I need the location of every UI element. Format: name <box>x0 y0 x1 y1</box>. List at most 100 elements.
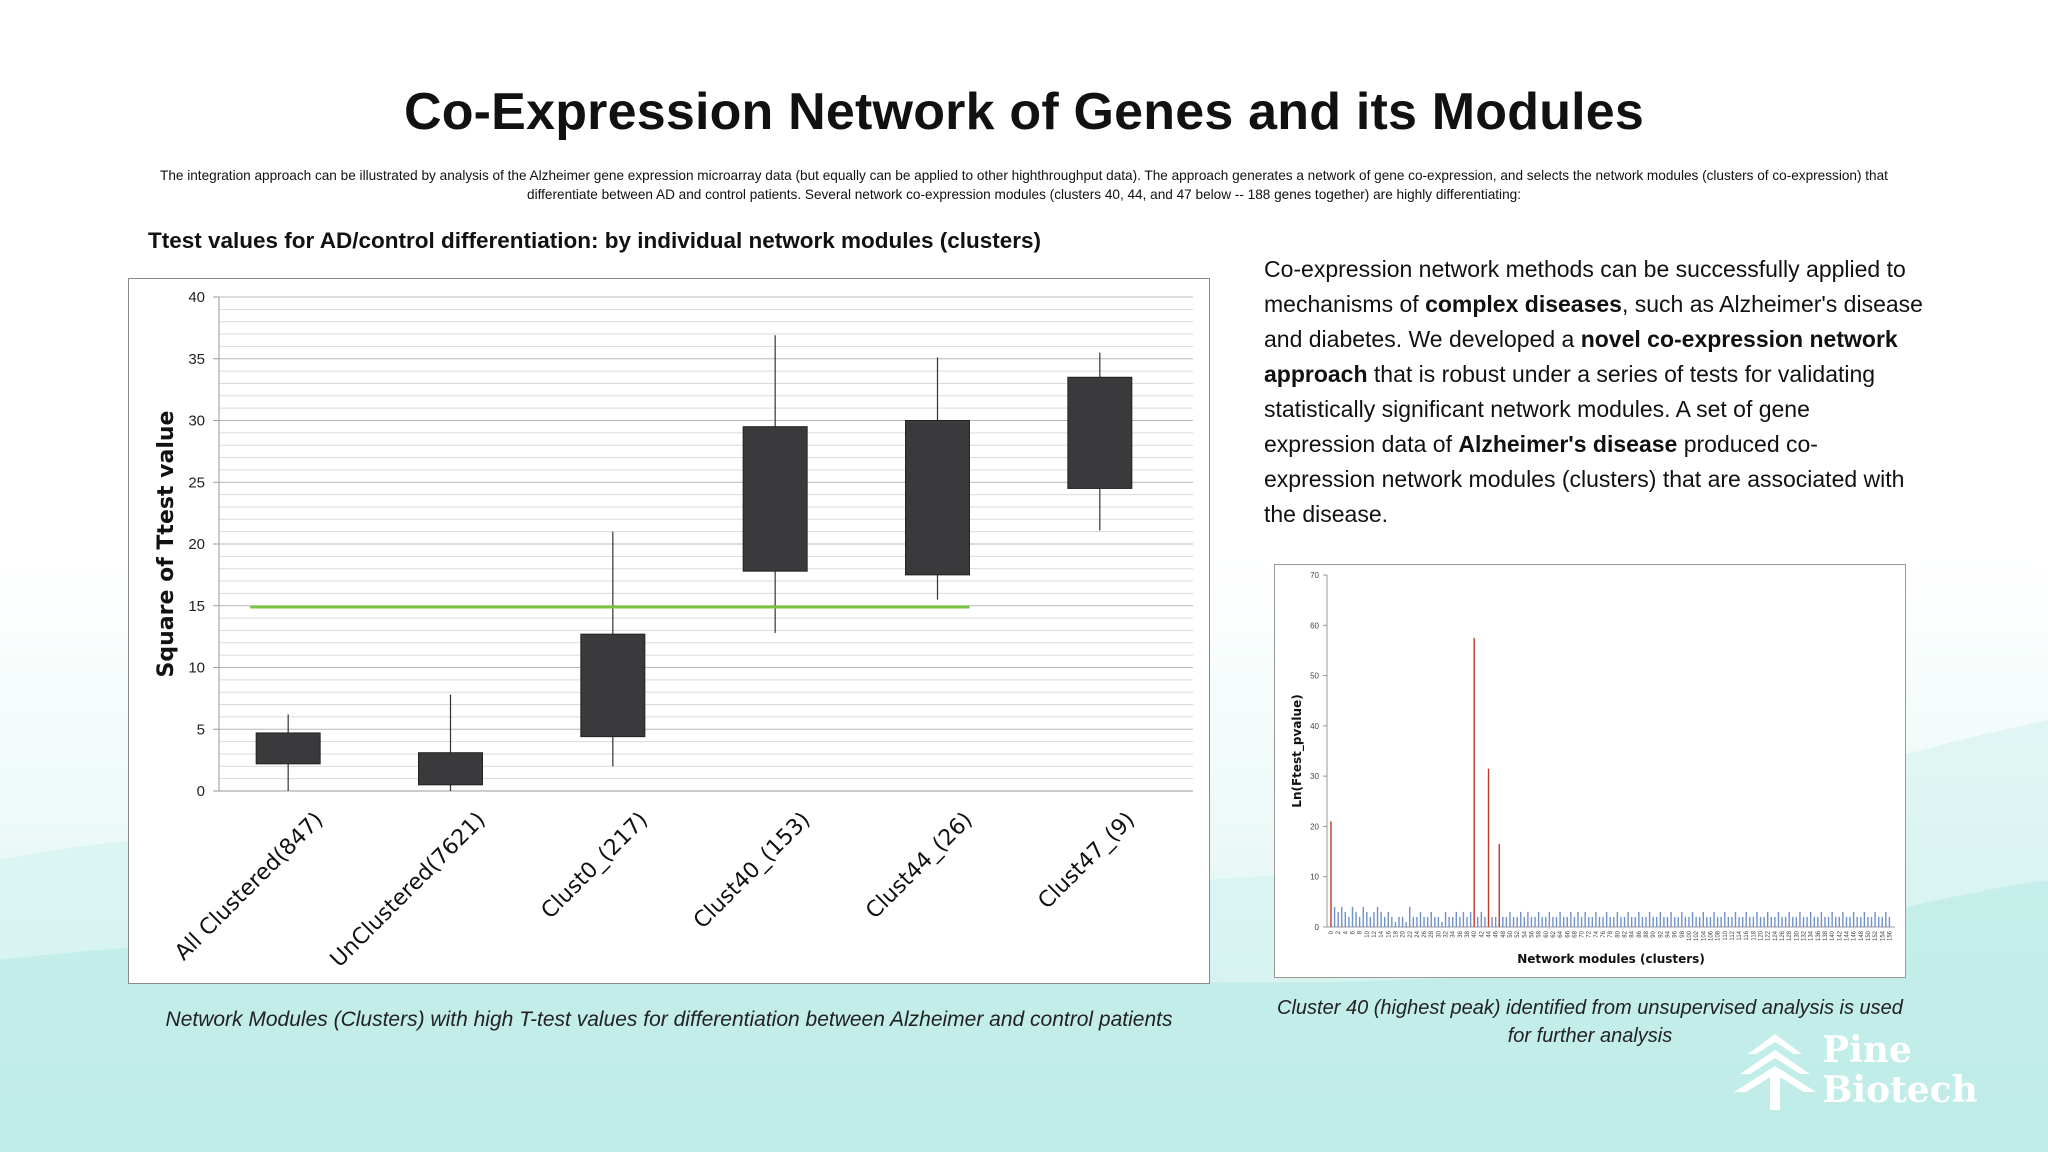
x-tick-label: 134 <box>1809 930 1815 941</box>
pine-biotech-logo: Pine Biotech <box>1730 1030 1990 1112</box>
x-axis-title: Network modules (clusters) <box>1517 952 1705 966</box>
main-chart-title: Ttest values for AD/control differentiat… <box>148 228 1042 253</box>
x-tick-label: 10 <box>1365 930 1371 937</box>
description-part-2: , such as Alzheimer's disease and diabet… <box>1264 291 1923 352</box>
box-2 <box>580 633 646 738</box>
x-tick-label: 136 <box>1816 930 1822 941</box>
x-tick-label: 70 <box>1580 930 1586 937</box>
y-tick-label: 35 <box>188 351 205 368</box>
y-tick-label: 25 <box>188 474 205 491</box>
y-tick-label: 30 <box>1310 772 1319 781</box>
x-tick-label: 106 <box>1708 930 1714 941</box>
main-boxplot-svg: 0 5 10 15 20 25 30 35 40 Square of Ttest value All… <box>154 289 1193 973</box>
box-0 <box>255 732 321 765</box>
x-tick-label: 44 <box>1487 930 1493 937</box>
x-tick-label: 2 <box>1336 930 1342 934</box>
y-axis-title: Ln(Ftest_pvalue) <box>1290 694 1305 807</box>
logo-line-2: Biotech <box>1822 1069 1978 1111</box>
x-tick-label: 114 <box>1737 930 1743 940</box>
y-tick-label: 0 <box>1315 923 1320 932</box>
main-chart-caption: Network Modules (Clusters) with high T-t… <box>165 1008 1173 1031</box>
x-tick-label: 42 <box>1479 930 1485 937</box>
y-tick-label: 20 <box>188 536 205 553</box>
x-tick-label: All Clustered(847) <box>170 808 328 966</box>
y-tick-label: 10 <box>1310 873 1319 882</box>
x-tick-label: 18 <box>1393 930 1399 937</box>
x-tick-label: 152 <box>1873 930 1879 941</box>
y-tick-label: 70 <box>1310 571 1319 580</box>
x-tick-label: 8 <box>1358 930 1364 934</box>
x-tick-label: 4 <box>1343 930 1349 934</box>
main-boxplot-chart: 0 5 10 15 20 25 30 35 40 Square of Ttest value All… <box>128 278 1210 984</box>
logo-line-1: Pine <box>1822 1029 1912 1071</box>
cluster-pvalue-chart: 0 10 20 30 40 50 60 70 Ln(Ftest_pvalue) 0 2 4 6 8 10 12… <box>1274 564 1906 978</box>
side-chart-caption: Cluster 40 (highest peak) identified fro… <box>1277 997 1903 1047</box>
x-tick-label: 52 <box>1515 930 1521 937</box>
x-tick-label: 74 <box>1594 930 1600 937</box>
x-tick-label: 84 <box>1630 930 1636 937</box>
x-tick-label: 90 <box>1651 930 1657 937</box>
x-tick-label: 156 <box>1887 930 1893 941</box>
x-tick-label: 20 <box>1401 930 1407 937</box>
x-tick-label: 62 <box>1551 930 1557 937</box>
description-text: Co-expression network methods can be suc… <box>1264 252 1924 532</box>
x-tick-label: 130 <box>1794 930 1800 941</box>
description-bold-3: Alzheimer's disease <box>1458 431 1678 457</box>
x-tick-label: 150 <box>1866 930 1872 941</box>
x-tick-label: 102 <box>1694 930 1700 941</box>
x-tick-label: 126 <box>1780 930 1786 941</box>
pine-tree-icon <box>1734 1034 1816 1110</box>
y-axis-title: Square of Ttest value <box>154 411 179 678</box>
box-5 <box>1067 376 1133 489</box>
x-tick-label: 108 <box>1716 930 1722 941</box>
y-tick-label: 50 <box>1310 672 1319 681</box>
y-tick-label: 60 <box>1310 621 1319 630</box>
x-tick-label: Clust44_(26) <box>861 808 977 924</box>
x-tick-label: 76 <box>1601 930 1607 937</box>
x-tick-label: 132 <box>1802 930 1808 941</box>
x-tick-label: 88 <box>1644 930 1650 937</box>
x-tick-label: 144 <box>1844 930 1850 941</box>
x-tick-label: 138 <box>1823 930 1829 941</box>
x-tick-label: 86 <box>1637 930 1643 937</box>
x-tick-label: Clust40_(153) <box>689 808 815 934</box>
x-tick-label: 146 <box>1852 930 1858 941</box>
x-tick-label: 78 <box>1608 930 1614 937</box>
description-bold-2: novel co-expression network approach <box>1264 326 1898 387</box>
x-tick-label: 54 <box>1522 930 1528 937</box>
x-tick-label: 22 <box>1408 930 1414 937</box>
x-tick-label: 30 <box>1436 930 1442 937</box>
y-tick-label: 10 <box>188 660 205 677</box>
y-tick-label: 30 <box>188 413 205 430</box>
x-tick-label: 96 <box>1673 930 1679 937</box>
y-tick-label: 5 <box>197 721 205 738</box>
x-tick-label: 142 <box>1837 930 1843 941</box>
x-tick-label: 124 <box>1773 930 1779 941</box>
x-tick-label: 98 <box>1680 930 1686 937</box>
y-tick-label: 40 <box>1310 722 1319 731</box>
x-tick-label: 80 <box>1615 930 1621 937</box>
intro-paragraph: The integration approach can be illustra… <box>160 168 1888 202</box>
x-tick-label: 48 <box>1501 930 1507 937</box>
x-tick-label: 68 <box>1572 930 1578 937</box>
x-tick-label: 154 <box>1880 930 1886 941</box>
x-tick-label: 38 <box>1465 930 1471 937</box>
y-tick-label: 40 <box>188 289 205 306</box>
description-bold-1: complex diseases <box>1425 291 1622 317</box>
x-tick-label: 46 <box>1494 930 1500 937</box>
x-tick-label: 0 <box>1329 930 1335 934</box>
x-tick-label: 60 <box>1544 930 1550 937</box>
x-tick-label: 112 <box>1730 930 1736 940</box>
description-part-3: that is robust under a series of tests f… <box>1264 361 1876 457</box>
x-tick-label: 58 <box>1537 930 1543 937</box>
x-tick-label: 72 <box>1587 930 1593 937</box>
x-tick-label: 110 <box>1723 930 1729 940</box>
x-tick-label: 116 <box>1744 930 1750 940</box>
x-tick-label: 14 <box>1379 930 1385 937</box>
y-tick-label: 0 <box>197 783 205 800</box>
x-tick-label: 24 <box>1415 930 1421 937</box>
x-tick-label: 92 <box>1658 930 1664 937</box>
x-tick-label: 94 <box>1665 930 1671 937</box>
y-tick-label: 15 <box>188 598 205 615</box>
x-tick-label: 148 <box>1859 930 1865 941</box>
